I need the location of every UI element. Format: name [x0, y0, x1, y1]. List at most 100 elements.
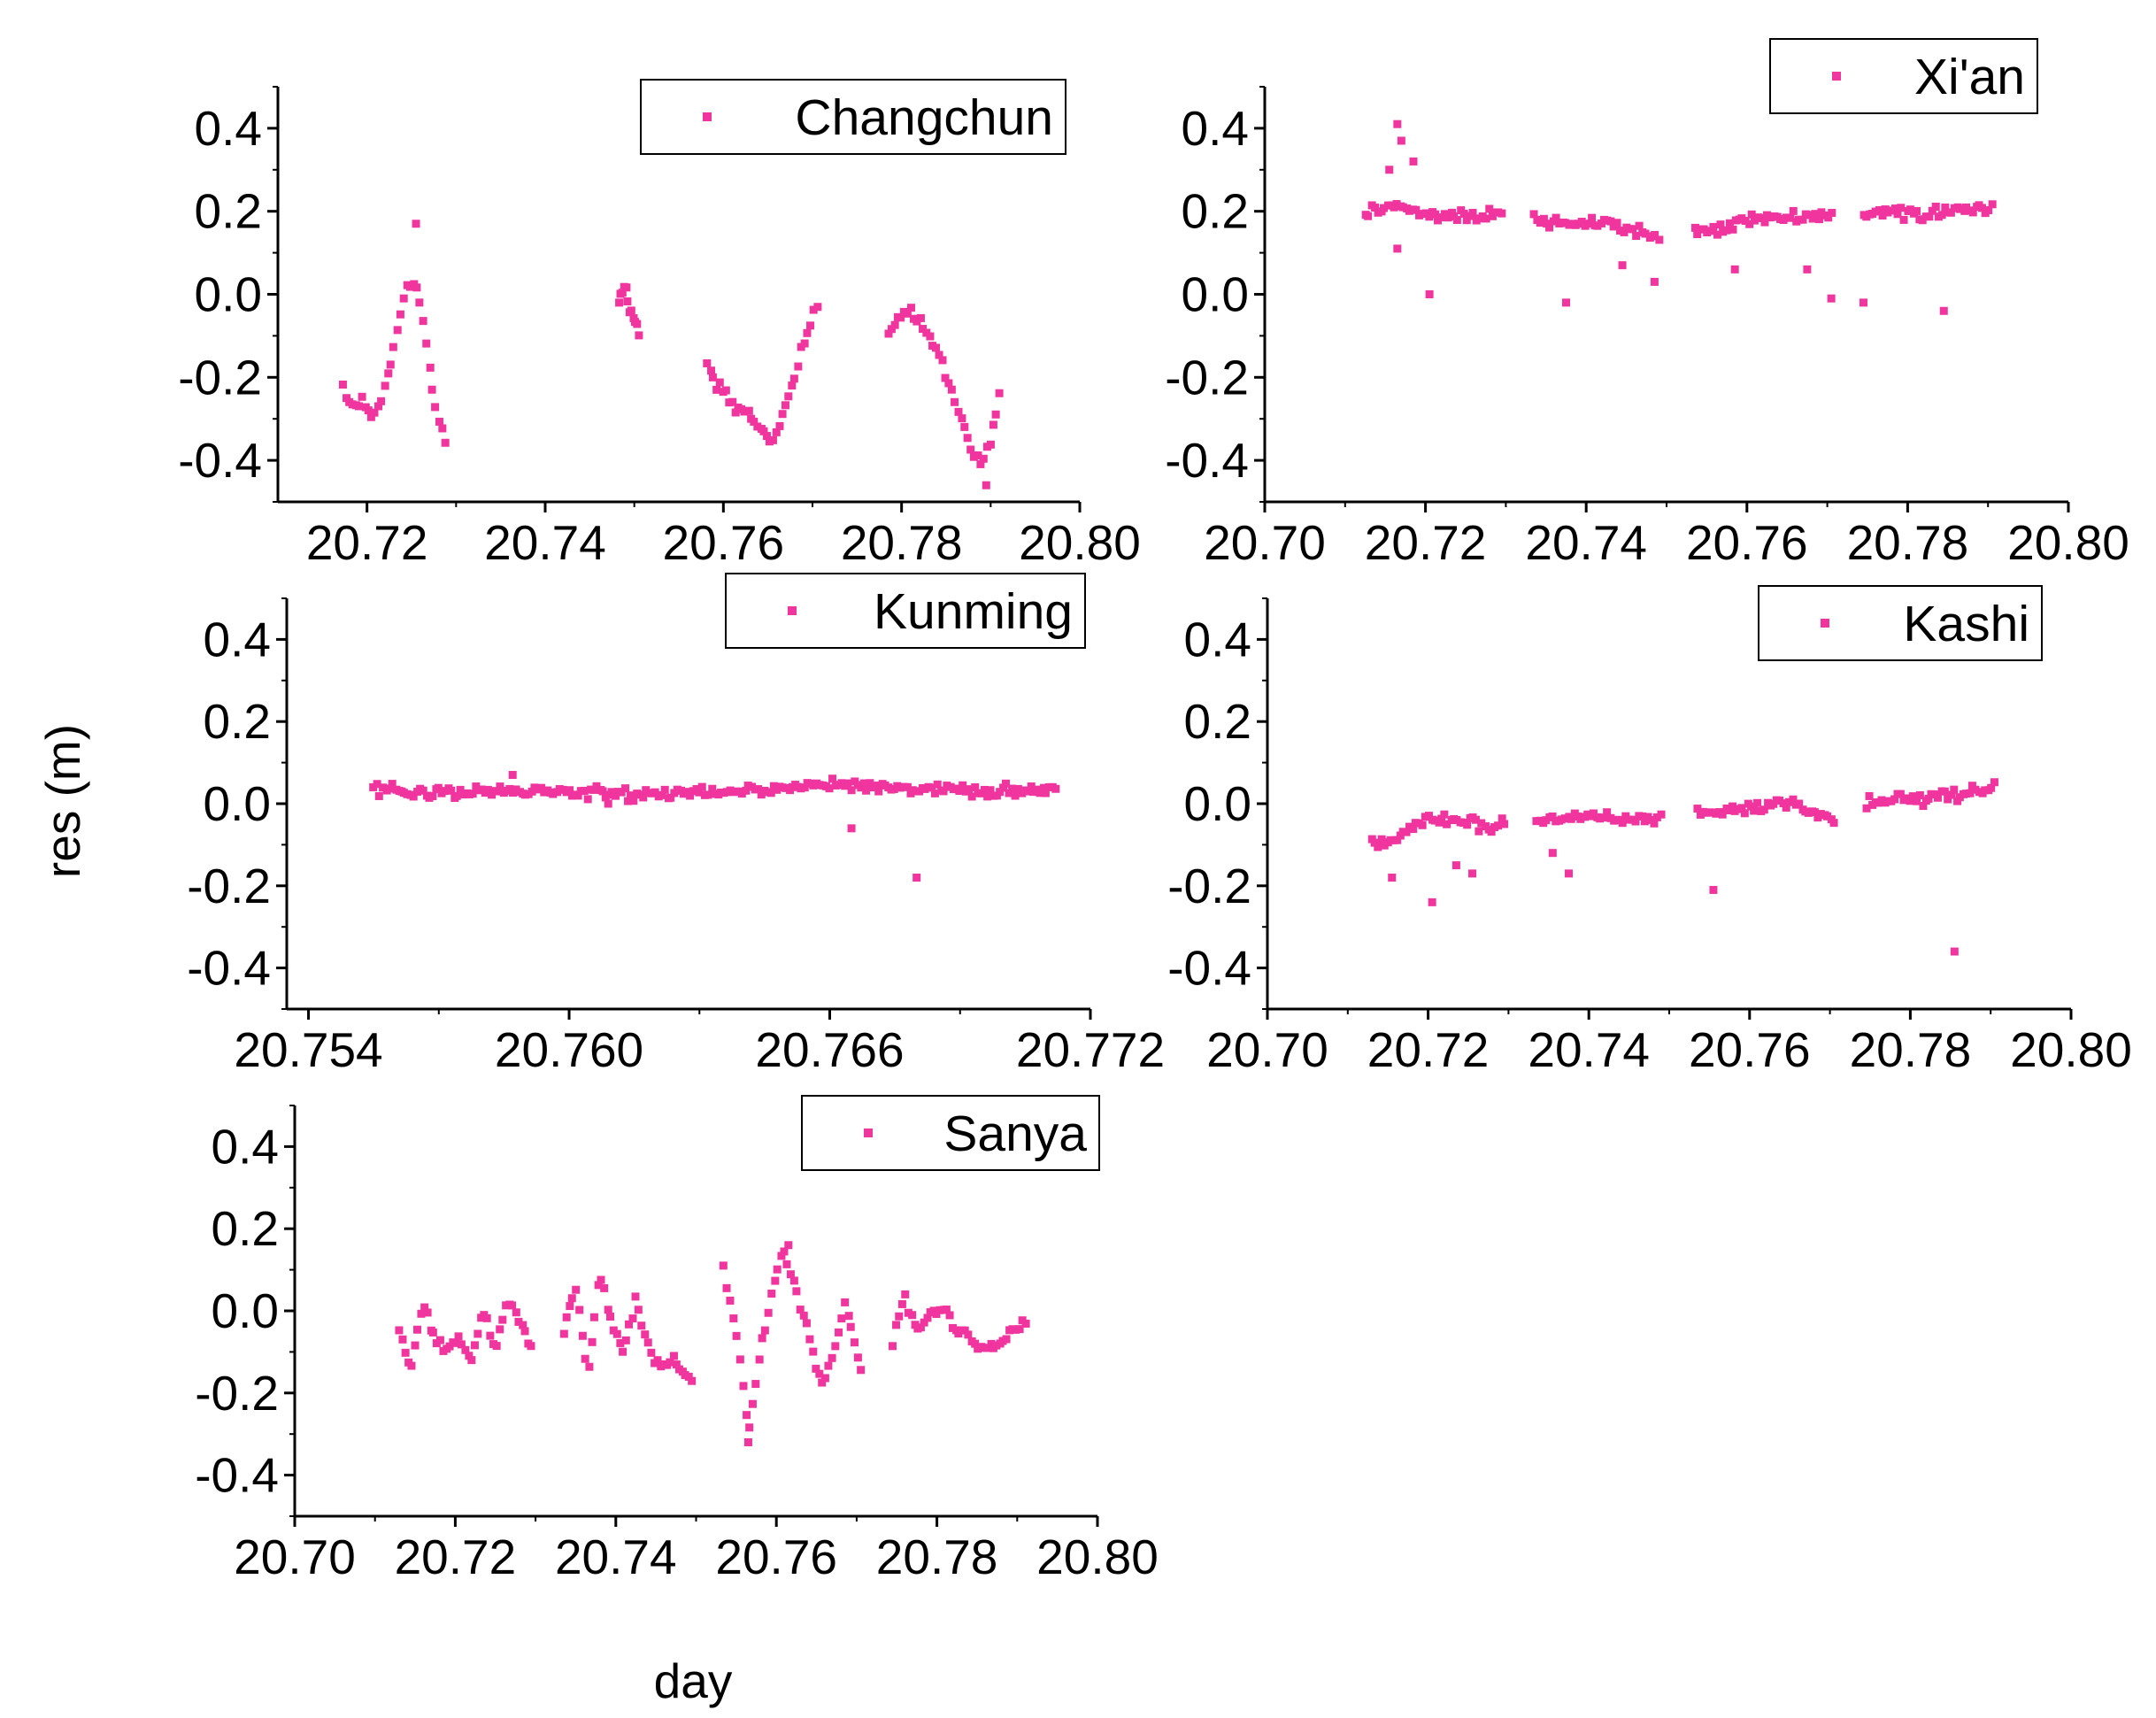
data-point [824, 1361, 833, 1370]
data-point [759, 427, 768, 435]
data-point [435, 1336, 444, 1344]
x-tick-label: 20.76 [1686, 515, 1808, 570]
data-point [420, 1303, 429, 1312]
data-point [658, 790, 666, 799]
data-point [726, 1296, 735, 1305]
data-point [1012, 1325, 1020, 1334]
data-point [514, 1317, 523, 1326]
data-point [1693, 805, 1702, 813]
data-point [1036, 789, 1044, 797]
data-point [916, 1323, 925, 1332]
data-point [983, 792, 992, 801]
outlier-point [1562, 298, 1570, 307]
data-point [719, 1261, 728, 1270]
data-point [419, 786, 427, 795]
data-point [753, 422, 762, 431]
y-tick-label: 0.4 [212, 1119, 279, 1174]
data-point [395, 1326, 404, 1335]
outlier-point [1618, 261, 1627, 270]
data-point [1409, 825, 1418, 834]
data-point [944, 379, 953, 388]
outlier-point [1468, 869, 1477, 878]
data-point [802, 1319, 811, 1328]
legend-label: Changchun [795, 89, 1053, 146]
data-point [1485, 204, 1494, 213]
data-point [935, 351, 943, 359]
data-point [847, 786, 856, 795]
data-point [583, 795, 592, 804]
data-point [374, 402, 383, 411]
x-tick-label: 20.78 [841, 515, 963, 570]
data-point [1817, 208, 1826, 217]
y-tick-label: -0.4 [178, 433, 262, 488]
data-point [1913, 206, 1921, 215]
data-point [1747, 210, 1756, 219]
data-point [1475, 827, 1483, 836]
data-point [1001, 779, 1010, 788]
data-point [1631, 817, 1640, 826]
x-tick-label: 20.78 [876, 1529, 998, 1584]
data-point [1443, 820, 1451, 828]
data-point [967, 792, 976, 801]
y-tick-label: 0.4 [1184, 612, 1251, 666]
data-point [1500, 820, 1509, 828]
data-point [1967, 782, 1976, 790]
data-point [1487, 828, 1496, 836]
data-point [712, 385, 721, 394]
data-point [1370, 838, 1379, 847]
data-point [777, 1252, 786, 1260]
data-point [1741, 217, 1750, 226]
data-point [470, 1341, 479, 1350]
data-point [1552, 213, 1560, 222]
data-point [825, 784, 834, 793]
data-point [1906, 205, 1914, 214]
y-tick-label: 0.0 [1182, 267, 1249, 322]
data-point [1377, 835, 1386, 844]
y-tick-label: -0.4 [195, 1448, 279, 1503]
legend-marker [1821, 619, 1829, 628]
data-point [1494, 821, 1503, 830]
data-point [1002, 1335, 1011, 1344]
data-point [623, 297, 632, 306]
data-point [739, 1382, 748, 1391]
data-point [619, 1347, 628, 1356]
data-point [794, 362, 803, 371]
data-point [1603, 808, 1612, 817]
data-point [441, 438, 450, 447]
data-point [831, 1342, 840, 1351]
data-point [575, 1306, 584, 1314]
data-point [1412, 205, 1421, 214]
data-point [388, 780, 397, 789]
data-point [1824, 213, 1833, 222]
data-point [641, 1330, 650, 1339]
data-point [461, 1345, 470, 1354]
data-point [1782, 803, 1790, 812]
outlier-point [784, 1241, 793, 1250]
data-point [1956, 204, 1965, 213]
legend-marker [788, 606, 797, 615]
data-point [389, 343, 397, 351]
data-point [857, 1366, 866, 1375]
data-point [1729, 802, 1737, 811]
data-point [616, 1338, 625, 1347]
data-point [669, 1352, 678, 1360]
data-point [748, 1399, 757, 1408]
data-point [384, 369, 393, 378]
data-point [897, 1299, 906, 1308]
data-point [1424, 812, 1433, 820]
data-point [537, 783, 546, 792]
data-point [951, 397, 959, 406]
data-point [780, 1247, 789, 1256]
data-point [796, 1306, 805, 1314]
data-point [722, 1283, 731, 1292]
data-point [1393, 836, 1402, 844]
data-point [903, 309, 912, 318]
y-tick-label: 0.2 [195, 184, 262, 239]
data-point [1990, 778, 1998, 787]
data-point [742, 786, 751, 795]
outlier-point [412, 220, 420, 228]
data-point [1702, 808, 1711, 817]
data-point [895, 1312, 904, 1321]
data-point [1021, 1319, 1030, 1328]
data-point [386, 360, 395, 369]
